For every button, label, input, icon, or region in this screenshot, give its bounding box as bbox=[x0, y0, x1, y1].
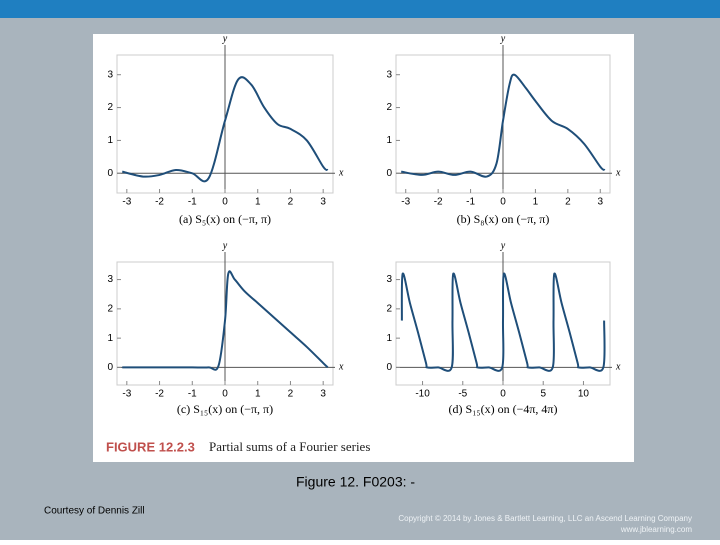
y-tick-label: 3 bbox=[107, 274, 113, 285]
y-tick-label: 0 bbox=[386, 168, 392, 179]
x-axis-label: x bbox=[338, 362, 344, 373]
x-tick-label: -1 bbox=[188, 389, 197, 400]
y-tick-label: 0 bbox=[107, 362, 113, 373]
figure-label: FIGURE 12.2.3 bbox=[106, 439, 195, 454]
x-tick-label: -2 bbox=[434, 197, 443, 208]
panel-caption: (c) S₁₅(x) on (−π, π) bbox=[177, 402, 273, 416]
x-tick-label: 3 bbox=[320, 197, 326, 208]
x-tick-label: 2 bbox=[288, 197, 294, 208]
y-tick-label: 1 bbox=[107, 333, 113, 344]
x-axis-label: x bbox=[615, 168, 621, 179]
series-line bbox=[121, 76, 329, 183]
x-tick-label: 2 bbox=[288, 389, 294, 400]
y-tick-label: 2 bbox=[107, 102, 113, 113]
website: www.jblearning.com bbox=[620, 525, 692, 534]
y-tick-label: 2 bbox=[107, 303, 113, 314]
x-tick-label: -3 bbox=[122, 197, 131, 208]
y-tick-label: 3 bbox=[386, 274, 392, 285]
y-tick-label: 2 bbox=[386, 102, 392, 113]
courtesy: Courtesy of Dennis Zill bbox=[44, 506, 145, 517]
x-tick-label: 10 bbox=[578, 389, 590, 400]
y-tick-label: 3 bbox=[386, 69, 392, 80]
figure-panel bbox=[93, 34, 634, 462]
x-tick-label: -5 bbox=[458, 389, 467, 400]
x-tick-label: 5 bbox=[540, 389, 546, 400]
top-bar bbox=[0, 0, 720, 18]
y-tick-label: 1 bbox=[386, 135, 392, 146]
x-tick-label: 0 bbox=[222, 197, 228, 208]
y-tick-label: 1 bbox=[107, 135, 113, 146]
slide-caption: Figure 12. F0203: - bbox=[296, 474, 415, 490]
y-axis-label: y bbox=[500, 240, 506, 251]
panel-caption: (b) S₈(x) on (−π, π) bbox=[457, 212, 550, 226]
x-tick-label: 0 bbox=[222, 389, 228, 400]
y-tick-label: 0 bbox=[386, 362, 392, 373]
x-tick-label: -3 bbox=[122, 389, 131, 400]
y-tick-label: 0 bbox=[107, 168, 113, 179]
y-tick-label: 2 bbox=[386, 303, 392, 314]
x-tick-label: -10 bbox=[415, 389, 430, 400]
x-tick-label: 0 bbox=[500, 389, 506, 400]
x-tick-label: -1 bbox=[466, 197, 475, 208]
x-tick-label: 1 bbox=[533, 197, 539, 208]
y-axis-label: y bbox=[500, 33, 506, 44]
y-tick-label: 1 bbox=[386, 333, 392, 344]
series-line bbox=[400, 272, 606, 372]
x-tick-label: -3 bbox=[401, 197, 410, 208]
series-line bbox=[122, 270, 329, 371]
y-axis-label: y bbox=[222, 33, 228, 44]
x-tick-label: 1 bbox=[255, 389, 261, 400]
x-tick-label: -1 bbox=[188, 197, 197, 208]
figure-title: Partial sums of a Fourier series bbox=[209, 439, 370, 454]
x-tick-label: -2 bbox=[155, 197, 164, 208]
x-tick-label: 0 bbox=[500, 197, 506, 208]
x-tick-label: 1 bbox=[255, 197, 261, 208]
x-tick-label: -2 bbox=[155, 389, 164, 400]
x-axis-label: x bbox=[615, 362, 621, 373]
panel-caption: (a) S₅(x) on (−π, π) bbox=[179, 212, 271, 226]
copyright: Copyright © 2014 by Jones & Bartlett Lea… bbox=[398, 514, 692, 523]
x-tick-label: 3 bbox=[320, 389, 326, 400]
x-tick-label: 2 bbox=[565, 197, 571, 208]
y-tick-label: 3 bbox=[107, 69, 113, 80]
y-axis-label: y bbox=[222, 240, 228, 251]
x-tick-label: 3 bbox=[597, 197, 603, 208]
series-line bbox=[401, 73, 606, 178]
panel-caption: (d) S₁₅(x) on (−4π, 4π) bbox=[449, 402, 558, 416]
x-axis-label: x bbox=[338, 168, 344, 179]
